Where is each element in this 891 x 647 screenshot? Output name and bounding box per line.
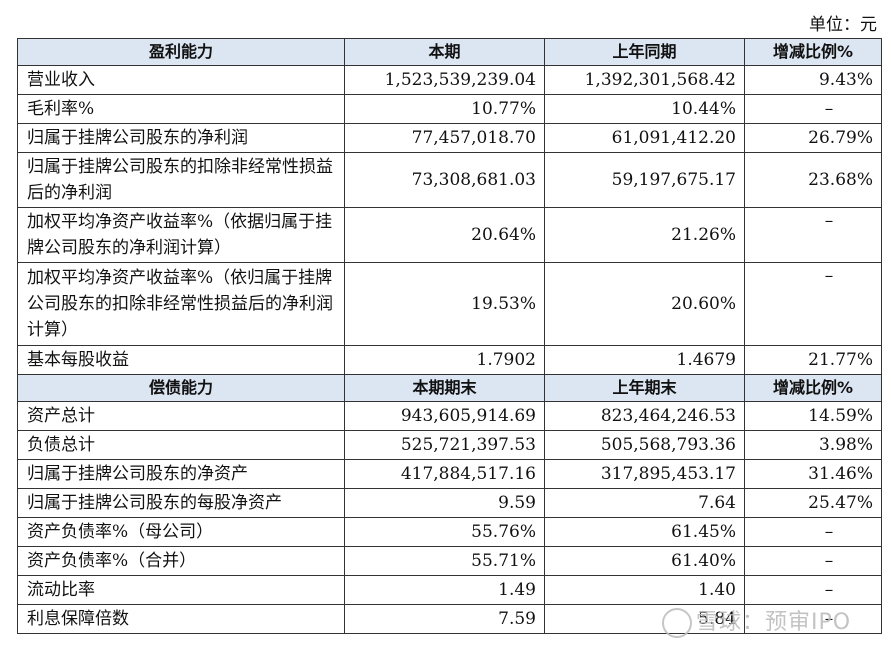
- financial-indicators-table: 盈利能力 本期 上年同期 增减比例% 营业收入 1,523,539,239.04…: [17, 38, 882, 634]
- table-row: 资产负债率%（母公司） 55.76% 61.45% –: [17, 517, 882, 547]
- prior-value: 505,568,793.36: [544, 430, 745, 460]
- table-row: 归属于挂牌公司股东的净资产 417,884,517.16 317,895,453…: [17, 459, 882, 489]
- prior-value: 1,392,301,568.42: [544, 65, 745, 95]
- change-value: –: [744, 546, 882, 576]
- row-label: 加权平均净资产收益率%（依归属于挂牌公司股东的扣除非经常性损益后的净利润计算）: [17, 262, 345, 346]
- prior-value: 1.40: [544, 575, 745, 605]
- column-header: 增减比例%: [744, 374, 882, 402]
- change-value: 14.59%: [744, 401, 882, 431]
- current-value: 417,884,517.16: [344, 459, 545, 489]
- column-header: 盈利能力: [17, 38, 345, 66]
- column-header: 上年期末: [544, 374, 745, 402]
- prior-value: 21.26%: [544, 207, 745, 263]
- current-value: 55.76%: [344, 517, 545, 547]
- row-label: 资产负债率%（母公司）: [17, 517, 345, 547]
- current-value: 525,721,397.53: [344, 430, 545, 460]
- table-row: 流动比率 1.49 1.40 –: [17, 575, 882, 605]
- table-row: 归属于挂牌公司股东的扣除非经常性损益后的净利润 73,308,681.03 59…: [17, 152, 882, 208]
- snowball-logo-icon: [662, 608, 692, 638]
- change-value: 23.68%: [744, 152, 882, 208]
- table-row: 加权平均净资产收益率%（依归属于挂牌公司股东的扣除非经常性损益后的净利润计算） …: [17, 262, 882, 346]
- column-header: 上年同期: [544, 38, 745, 66]
- row-label: 营业收入: [17, 65, 345, 95]
- row-label: 毛利率%: [17, 94, 345, 124]
- current-value: 73,308,681.03: [344, 152, 545, 208]
- row-label: 流动比率: [17, 575, 345, 605]
- row-label: 资产总计: [17, 401, 345, 431]
- table-header-row: 偿债能力 本期期末 上年期末 增减比例%: [17, 374, 882, 402]
- table-row: 归属于挂牌公司股东的每股净资产 9.59 7.64 25.47%: [17, 488, 882, 518]
- change-value: 26.79%: [744, 123, 882, 153]
- change-value: –: [744, 604, 882, 634]
- watermark-text: 雪球：预审IPO: [696, 610, 852, 635]
- table-row: 营业收入 1,523,539,239.04 1,392,301,568.42 9…: [17, 65, 882, 95]
- prior-value: 317,895,453.17: [544, 459, 745, 489]
- table-row: 毛利率% 10.77% 10.44% –: [17, 94, 882, 124]
- column-header: 增减比例%: [744, 38, 882, 66]
- change-value: 21.77%: [744, 345, 882, 375]
- row-label: 归属于挂牌公司股东的每股净资产: [17, 488, 345, 518]
- current-value: 1.7902: [344, 345, 545, 375]
- current-value: 1,523,539,239.04: [344, 65, 545, 95]
- table-row: 基本每股收益 1.7902 1.4679 21.77%: [17, 345, 882, 375]
- change-value: –: [744, 94, 882, 124]
- current-value: 19.53%: [344, 262, 545, 346]
- current-value: 7.59: [344, 604, 545, 634]
- change-value: 25.47%: [744, 488, 882, 518]
- change-value: 9.43%: [744, 65, 882, 95]
- prior-value: 1.4679: [544, 345, 745, 375]
- current-value: 9.59: [344, 488, 545, 518]
- table-header-row: 盈利能力 本期 上年同期 增减比例%: [17, 38, 882, 66]
- table-row: 利息保障倍数 7.59 5.84 –: [17, 604, 882, 634]
- table-row: 资产总计 943,605,914.69 823,464,246.53 14.59…: [17, 401, 882, 431]
- prior-value: 61.40%: [544, 546, 745, 576]
- prior-value: 61,091,412.20: [544, 123, 745, 153]
- current-value: 1.49: [344, 575, 545, 605]
- current-value: 943,605,914.69: [344, 401, 545, 431]
- current-value: 10.77%: [344, 94, 545, 124]
- current-value: 20.64%: [344, 207, 545, 263]
- unit-label: 单位：元: [809, 15, 877, 35]
- prior-value: 59,197,675.17: [544, 152, 745, 208]
- row-label: 利息保障倍数: [17, 604, 345, 634]
- table-row: 负债总计 525,721,397.53 505,568,793.36 3.98%: [17, 430, 882, 460]
- change-value: –: [744, 517, 882, 547]
- column-header: 本期: [344, 38, 545, 66]
- watermark: 雪球：预审IPO: [662, 604, 851, 638]
- column-header: 本期期末: [344, 374, 545, 402]
- row-label: 加权平均净资产收益率%（依据归属于挂牌公司股东的净利润计算）: [17, 207, 345, 263]
- prior-value: 823,464,246.53: [544, 401, 745, 431]
- prior-value: 20.60%: [544, 262, 745, 346]
- table-row: 资产负债率%（合并） 55.71% 61.40% –: [17, 546, 882, 576]
- prior-value: 61.45%: [544, 517, 745, 547]
- current-value: 77,457,018.70: [344, 123, 545, 153]
- table-row: 加权平均净资产收益率%（依据归属于挂牌公司股东的净利润计算） 20.64% 21…: [17, 207, 882, 263]
- row-label: 归属于挂牌公司股东的净利润: [17, 123, 345, 153]
- current-value: 55.71%: [344, 546, 545, 576]
- prior-value: 7.64: [544, 488, 745, 518]
- prior-value: 10.44%: [544, 94, 745, 124]
- column-header: 偿债能力: [17, 374, 345, 402]
- row-label: 负债总计: [17, 430, 345, 460]
- row-label: 归属于挂牌公司股东的扣除非经常性损益后的净利润: [17, 152, 345, 208]
- change-value: 31.46%: [744, 459, 882, 489]
- row-label: 基本每股收益: [17, 345, 345, 375]
- row-label: 归属于挂牌公司股东的净资产: [17, 459, 345, 489]
- change-value: –: [744, 575, 882, 605]
- change-value: 3.98%: [744, 430, 882, 460]
- change-value: –: [744, 207, 882, 263]
- row-label: 资产负债率%（合并）: [17, 546, 345, 576]
- change-value: –: [744, 262, 882, 346]
- table-row: 归属于挂牌公司股东的净利润 77,457,018.70 61,091,412.2…: [17, 123, 882, 153]
